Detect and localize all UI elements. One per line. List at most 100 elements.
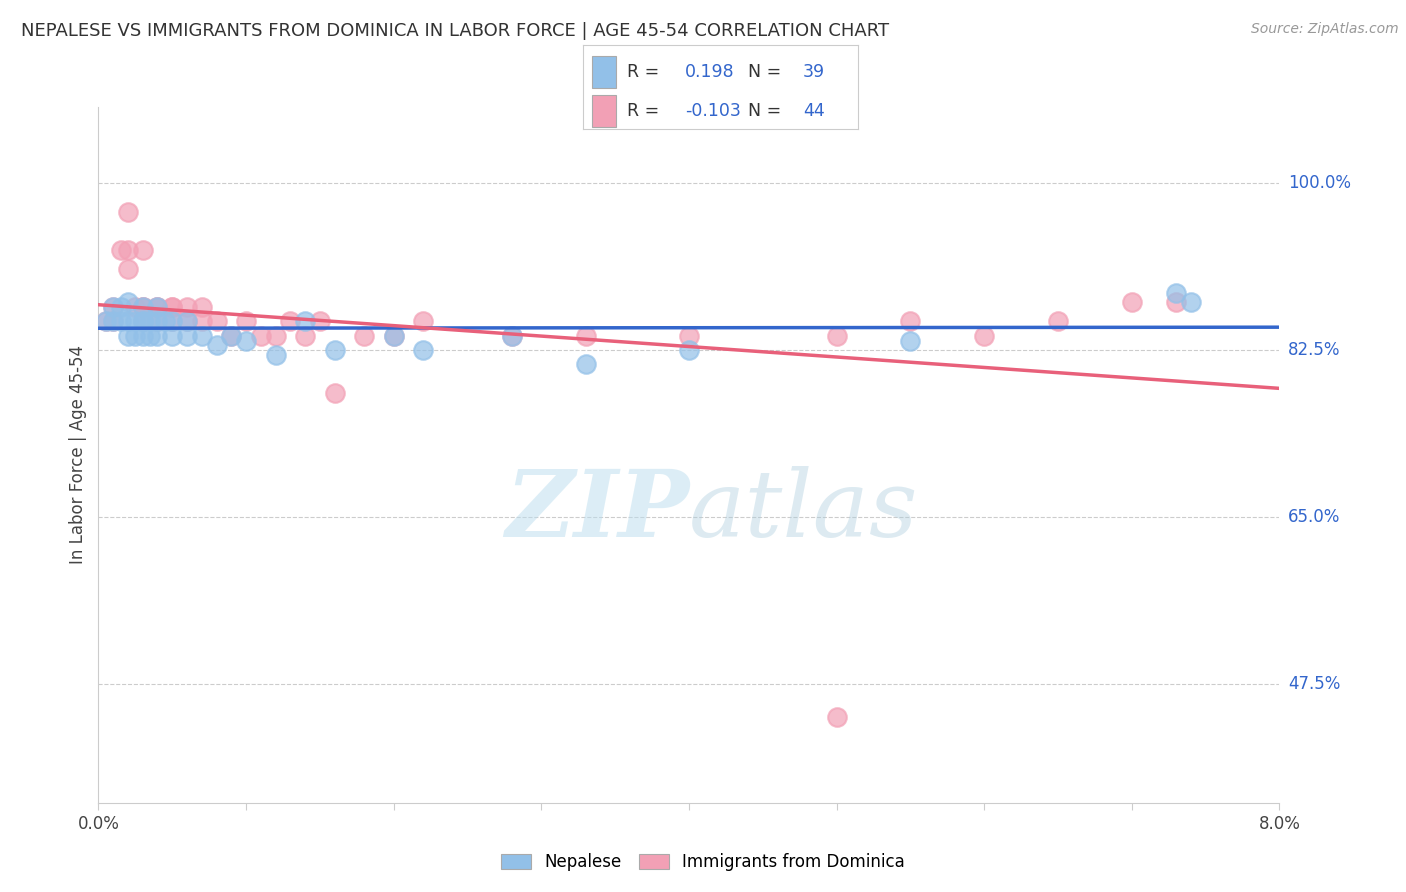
Point — [103, 300, 124, 314]
Point — [162, 300, 183, 314]
Point — [176, 300, 198, 314]
Point — [574, 328, 596, 343]
Point — [132, 314, 155, 328]
Point — [94, 314, 117, 328]
Point — [103, 314, 124, 328]
Text: 39: 39 — [803, 62, 825, 80]
Point — [235, 334, 257, 348]
Point — [162, 300, 183, 314]
Point — [898, 314, 921, 328]
Point — [117, 314, 139, 328]
Point — [323, 386, 346, 401]
Point — [162, 314, 183, 328]
Text: 65.0%: 65.0% — [1288, 508, 1340, 526]
Point — [117, 328, 139, 343]
Point — [825, 328, 848, 343]
Point — [117, 295, 139, 310]
Point — [176, 314, 198, 328]
Point — [898, 334, 921, 348]
Point — [294, 328, 316, 343]
Point — [278, 314, 301, 328]
Text: 100.0%: 100.0% — [1288, 174, 1351, 193]
Point — [94, 314, 117, 328]
Point — [219, 328, 242, 343]
Point — [678, 343, 700, 357]
Text: N =: N = — [748, 62, 782, 80]
Point — [103, 300, 124, 314]
Point — [973, 328, 995, 343]
Point — [132, 314, 155, 328]
Bar — [592, 55, 616, 87]
Point — [501, 328, 523, 343]
Point — [382, 328, 405, 343]
Text: N =: N = — [748, 102, 782, 120]
Point — [191, 314, 214, 328]
Point — [294, 314, 316, 328]
Point — [132, 300, 155, 314]
Bar — [592, 95, 616, 127]
Point — [353, 328, 375, 343]
Text: R =: R = — [627, 102, 659, 120]
Text: NEPALESE VS IMMIGRANTS FROM DOMINICA IN LABOR FORCE | AGE 45-54 CORRELATION CHAR: NEPALESE VS IMMIGRANTS FROM DOMINICA IN … — [21, 22, 889, 40]
Point — [678, 328, 700, 343]
Point — [264, 328, 287, 343]
Point — [1121, 295, 1143, 310]
Text: Source: ZipAtlas.com: Source: ZipAtlas.com — [1251, 22, 1399, 37]
Text: -0.103: -0.103 — [685, 102, 741, 120]
Point — [124, 328, 146, 343]
Point — [117, 243, 139, 257]
Point — [162, 314, 183, 328]
Point — [103, 314, 124, 328]
Point — [146, 300, 169, 314]
Point — [117, 262, 139, 277]
Point — [219, 328, 242, 343]
Point — [412, 314, 434, 328]
Point — [191, 300, 214, 314]
Point — [1180, 295, 1202, 310]
Text: 82.5%: 82.5% — [1288, 341, 1340, 359]
Point — [132, 314, 155, 328]
Point — [382, 328, 405, 343]
Point — [412, 343, 434, 357]
Point — [110, 300, 132, 314]
Point — [1164, 295, 1187, 310]
Point — [132, 328, 155, 343]
Legend: Nepalese, Immigrants from Dominica: Nepalese, Immigrants from Dominica — [494, 845, 912, 880]
Point — [1164, 285, 1187, 300]
Point — [1046, 314, 1069, 328]
Text: ZIP: ZIP — [505, 466, 689, 556]
Point — [146, 314, 169, 328]
Point — [176, 328, 198, 343]
Point — [146, 300, 169, 314]
Point — [146, 314, 169, 328]
Y-axis label: In Labor Force | Age 45-54: In Labor Force | Age 45-54 — [69, 345, 87, 565]
Point — [308, 314, 332, 328]
Text: 0.198: 0.198 — [685, 62, 734, 80]
Point — [139, 328, 162, 343]
Point — [139, 314, 162, 328]
Point — [235, 314, 257, 328]
Point — [153, 314, 176, 328]
Point — [110, 314, 132, 328]
Point — [124, 300, 146, 314]
Point — [825, 710, 848, 724]
Text: atlas: atlas — [689, 466, 918, 556]
Point — [205, 314, 228, 328]
Point — [574, 357, 596, 371]
Point — [250, 328, 273, 343]
Text: R =: R = — [627, 62, 659, 80]
Point — [146, 328, 169, 343]
Point — [191, 328, 214, 343]
Point — [162, 328, 183, 343]
Point — [501, 328, 523, 343]
Point — [146, 300, 169, 314]
Point — [132, 300, 155, 314]
Point — [124, 314, 146, 328]
Text: 47.5%: 47.5% — [1288, 674, 1340, 693]
Point — [132, 300, 155, 314]
Point — [176, 314, 198, 328]
Point — [323, 343, 346, 357]
Point — [132, 243, 155, 257]
Point — [117, 205, 139, 219]
Point — [110, 243, 132, 257]
